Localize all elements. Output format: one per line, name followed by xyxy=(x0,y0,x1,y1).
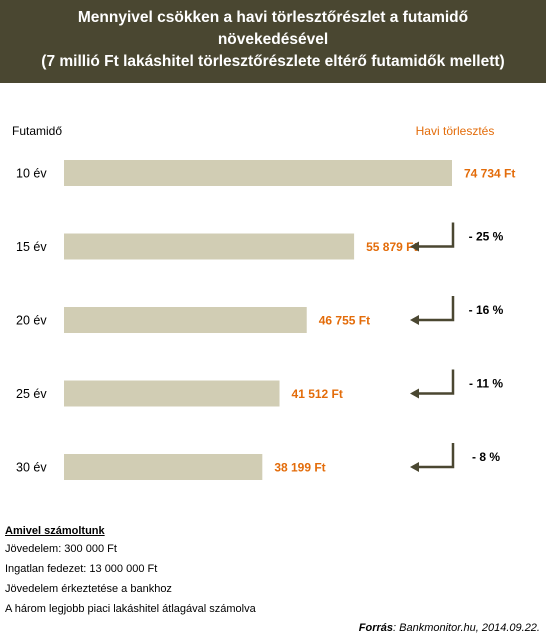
arrow-head xyxy=(410,462,419,472)
y-axis-label: Futamidő xyxy=(12,124,62,138)
category-label: 25 év xyxy=(16,387,47,401)
arrow-head xyxy=(410,241,419,252)
change-arrow xyxy=(416,443,455,469)
data-label: 41 512 Ft xyxy=(292,387,343,401)
title-line-2: növekedésével xyxy=(217,31,329,48)
source-label: Forrás xyxy=(358,622,394,634)
source-text: : Bankmonitor.hu, 2014.09.22. xyxy=(393,622,540,634)
chart-title: Mennyivel csökken a havi törlesztőrészle… xyxy=(0,0,546,83)
category-label: 10 év xyxy=(16,167,47,181)
source-note: Forrás: Bankmonitor.hu, 2014.09.22. xyxy=(359,622,540,634)
arrow-head xyxy=(410,388,419,399)
data-label: 38 199 Ft xyxy=(274,461,325,475)
change-label: - 8 % xyxy=(472,450,500,464)
data-label: 46 755 Ft xyxy=(319,314,370,328)
change-label: - 11 % xyxy=(469,377,503,391)
change-arrow xyxy=(416,296,455,322)
notes-line: Ingatlan fedezet: 13 000 000 Ft xyxy=(5,563,158,575)
notes-heading: Amivel számoltunk xyxy=(5,525,105,537)
bar xyxy=(64,380,280,407)
notes-line: Jövedelem érkeztetése a bankhoz xyxy=(5,583,172,595)
title-line-1: Mennyivel csökken a havi törlesztőrészle… xyxy=(77,9,469,26)
bar xyxy=(64,233,355,260)
title-line-3: (7 millió Ft lakáshitel törlesztőrészlet… xyxy=(41,53,505,70)
notes-line: A három legjobb piaci lakáshitel átlagáv… xyxy=(5,603,256,615)
bar xyxy=(64,454,263,480)
arrow-head xyxy=(410,315,419,325)
change-arrow xyxy=(416,369,455,395)
category-label: 30 év xyxy=(16,461,47,475)
bar xyxy=(64,160,452,186)
data-label: 74 734 Ft xyxy=(464,167,515,181)
change-arrow xyxy=(416,222,455,248)
category-label: 20 év xyxy=(16,314,47,328)
change-label: - 16 % xyxy=(469,303,504,317)
assumptions-notes: Amivel számoltunk Jövedelem: 300 000 Ft … xyxy=(5,525,256,623)
notes-line: Jövedelem: 300 000 Ft xyxy=(5,543,117,555)
x-axis-label: Havi törlesztés xyxy=(416,124,495,138)
change-label: - 25 % xyxy=(469,230,504,244)
bar xyxy=(64,307,307,333)
category-label: 15 év xyxy=(16,240,47,254)
data-label: 55 879 Ft xyxy=(366,240,417,254)
bar-chart: Futamidő Havi törlesztés 10 év 74 734 Ft 15 … xyxy=(12,124,515,480)
